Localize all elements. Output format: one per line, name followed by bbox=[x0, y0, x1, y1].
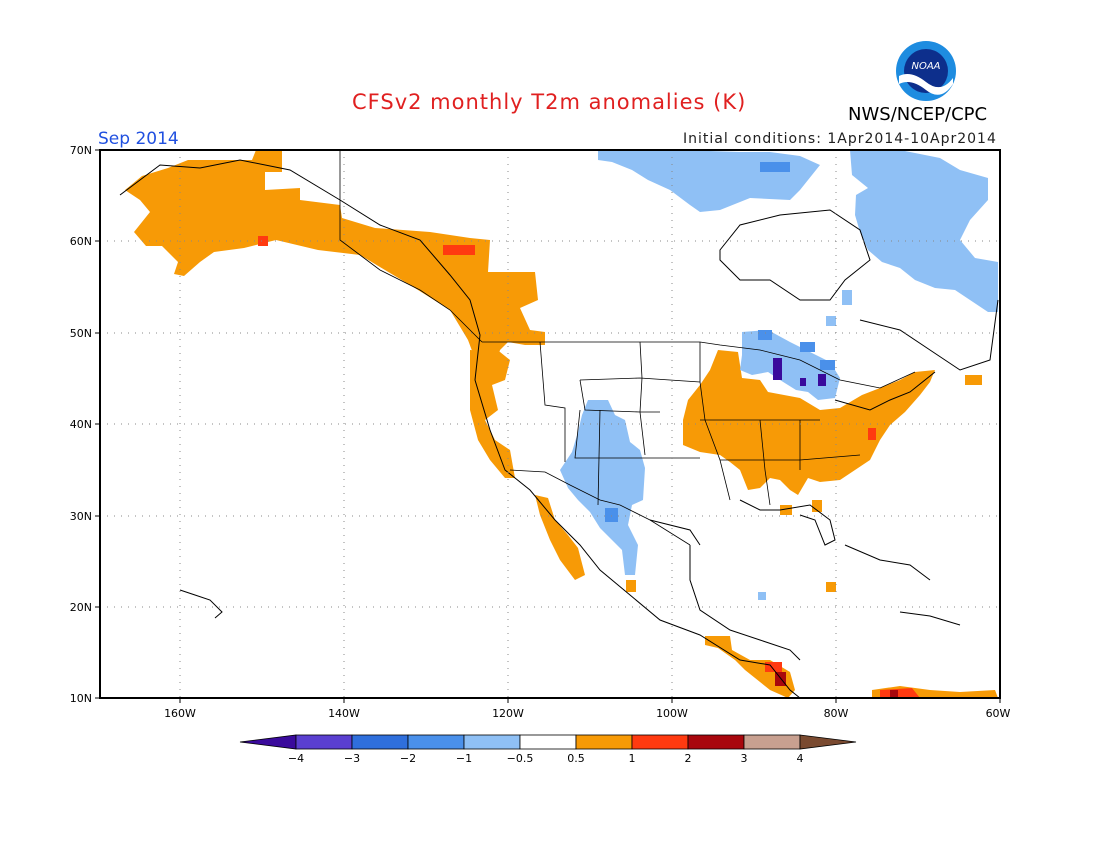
colorbar-swatch bbox=[351, 734, 409, 750]
coastlines bbox=[119, 159, 999, 699]
cool-anomaly-strong bbox=[773, 358, 826, 386]
colorbar-label: −4 bbox=[288, 752, 304, 765]
colorbar-labels: −4 −3 −2 −1 −0.5 0.5 1 2 3 4 bbox=[288, 752, 804, 765]
colorbar-label: 4 bbox=[797, 752, 804, 765]
colorbar-swatch bbox=[575, 734, 633, 750]
gridlines bbox=[100, 150, 1000, 698]
colorbar bbox=[239, 734, 857, 750]
lat-label: 20N bbox=[70, 601, 92, 614]
lat-label: 10N bbox=[70, 692, 92, 705]
lon-label: 140W bbox=[328, 707, 360, 720]
colorbar-swatch bbox=[799, 734, 857, 750]
lon-label: 100W bbox=[656, 707, 688, 720]
agency-label: NWS/NCEP/CPC bbox=[848, 104, 988, 125]
lon-label: 120W bbox=[492, 707, 524, 720]
cool-anomaly-arctic bbox=[598, 150, 820, 212]
valid-month-label: Sep 2014 bbox=[98, 129, 179, 149]
cool-anomaly-southwest bbox=[560, 400, 645, 575]
noaa-logo: NOAA bbox=[896, 41, 956, 101]
colorbar-label: −1 bbox=[456, 752, 472, 765]
colorbar-swatch bbox=[463, 734, 521, 750]
warm-anomaly-florida bbox=[780, 500, 822, 515]
colorbar-swatch bbox=[239, 734, 297, 750]
lat-label: 70N bbox=[70, 144, 92, 157]
longitude-labels: 160W 140W 120W 100W 80W 60W bbox=[164, 707, 1010, 720]
lat-label: 60N bbox=[70, 235, 92, 248]
colorbar-label: −2 bbox=[400, 752, 416, 765]
warm-anomaly-alaska bbox=[125, 150, 545, 372]
cool-anomaly-greenland bbox=[850, 150, 998, 312]
colorbar-swatch bbox=[743, 734, 801, 750]
cool-anomaly-greatlakes bbox=[740, 330, 840, 400]
colorbar-swatch bbox=[687, 734, 745, 750]
lon-label: 60W bbox=[986, 707, 1011, 720]
colorbar-label: 3 bbox=[741, 752, 748, 765]
warm-anomaly-bajacal bbox=[535, 495, 585, 580]
latitude-labels: 70N 60N 50N 40N 30N 20N 10N bbox=[70, 144, 92, 705]
political-borders bbox=[339, 150, 916, 546]
warm-anomaly-central-america bbox=[705, 636, 795, 698]
lon-label: 160W bbox=[164, 707, 196, 720]
colorbar-swatch bbox=[295, 734, 353, 750]
colorbar-swatch bbox=[631, 734, 689, 750]
lat-label: 50N bbox=[70, 327, 92, 340]
anomaly-shading bbox=[125, 150, 998, 698]
colorbar-swatch bbox=[407, 734, 465, 750]
axis-ticks bbox=[95, 149, 1001, 703]
initial-conditions-label: Initial conditions: 1Apr2014-10Apr2014 bbox=[683, 131, 997, 147]
colorbar-label: −3 bbox=[344, 752, 360, 765]
colorbar-label: 0.5 bbox=[567, 752, 585, 765]
lon-label: 80W bbox=[824, 707, 849, 720]
cool-anomaly-caribbean bbox=[758, 592, 766, 600]
cool-anomaly-hudson bbox=[826, 290, 852, 326]
colorbar-label: −0.5 bbox=[507, 752, 534, 765]
colorbar-label: 2 bbox=[685, 752, 692, 765]
warm-anomaly-eastern-us bbox=[683, 350, 935, 495]
colorbar-swatch bbox=[519, 734, 577, 750]
map-title: CFSv2 monthly T2m anomalies (K) bbox=[352, 90, 747, 114]
noaa-logo-text: NOAA bbox=[911, 61, 940, 72]
lat-label: 40N bbox=[70, 418, 92, 431]
colorbar-label: 1 bbox=[629, 752, 636, 765]
lat-label: 30N bbox=[70, 510, 92, 523]
warm-anomaly-westcoast bbox=[470, 350, 515, 478]
